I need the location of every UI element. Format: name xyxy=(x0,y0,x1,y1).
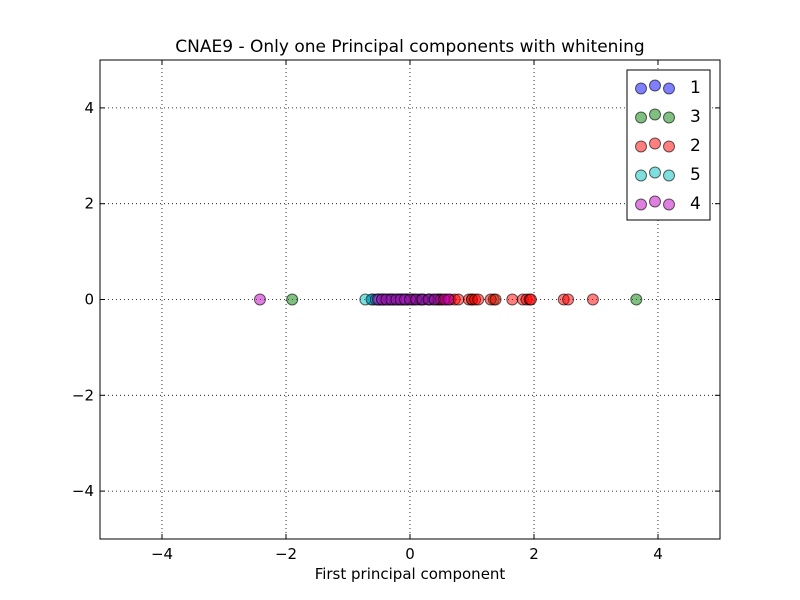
y-tick-label: −2 xyxy=(72,386,94,404)
x-tick-label: −4 xyxy=(151,545,173,563)
legend-marker-2 xyxy=(635,140,647,153)
data-point-series-2 xyxy=(452,293,465,306)
data-point-series-2 xyxy=(506,293,519,306)
data-point-series-3 xyxy=(286,293,299,306)
y-tick-label: −4 xyxy=(72,482,94,500)
data-point-series-4 xyxy=(253,293,266,306)
legend-marker-5 xyxy=(663,169,675,182)
chart-title: CNAE9 - Only one Principal components wi… xyxy=(175,37,644,57)
legend-marker-2 xyxy=(663,140,675,153)
x-tick-label: 4 xyxy=(653,545,663,563)
legend-marker-4 xyxy=(635,198,647,211)
legend-marker-1 xyxy=(649,79,661,92)
data-point-series-2 xyxy=(489,293,502,306)
legend-marker-5 xyxy=(649,166,661,179)
y-tick-label: 2 xyxy=(84,195,94,213)
data-point-series-2 xyxy=(586,293,599,306)
legend-marker-3 xyxy=(649,108,661,121)
legend-marker-1 xyxy=(635,82,647,95)
data-point-series-2 xyxy=(562,293,575,306)
legend-label-1: 1 xyxy=(690,78,701,98)
data-point-series-4 xyxy=(442,293,455,306)
grid xyxy=(100,60,720,539)
legend-marker-4 xyxy=(649,195,661,208)
y-tick-label: 0 xyxy=(84,291,94,309)
legend-label-4: 4 xyxy=(690,194,701,214)
legend-marker-3 xyxy=(635,111,647,124)
axis-ticks: −4 −2 0 2 4 −4 −2 0 2 4 xyxy=(72,60,720,563)
legend-marker-5 xyxy=(635,169,647,182)
legend-label-3: 3 xyxy=(690,107,701,127)
legend-marker-2 xyxy=(649,137,661,150)
x-tick-label: 0 xyxy=(405,545,415,563)
legend: 1 3 2 5 4 xyxy=(626,69,711,221)
x-tick-label: −2 xyxy=(275,545,297,563)
legend-marker-1 xyxy=(663,82,675,95)
y-tick-label: 4 xyxy=(84,99,94,117)
data-point-series-2 xyxy=(472,293,485,306)
data-point-series-2 xyxy=(524,293,537,306)
data-points xyxy=(253,293,643,306)
legend-marker-3 xyxy=(663,111,675,124)
legend-marker-4 xyxy=(663,198,675,211)
x-axis-label: First principal component xyxy=(315,565,506,583)
data-point-series-3 xyxy=(630,293,643,306)
x-tick-label: 2 xyxy=(529,545,539,563)
legend-label-5: 5 xyxy=(690,165,701,185)
legend-label-2: 2 xyxy=(690,136,701,156)
